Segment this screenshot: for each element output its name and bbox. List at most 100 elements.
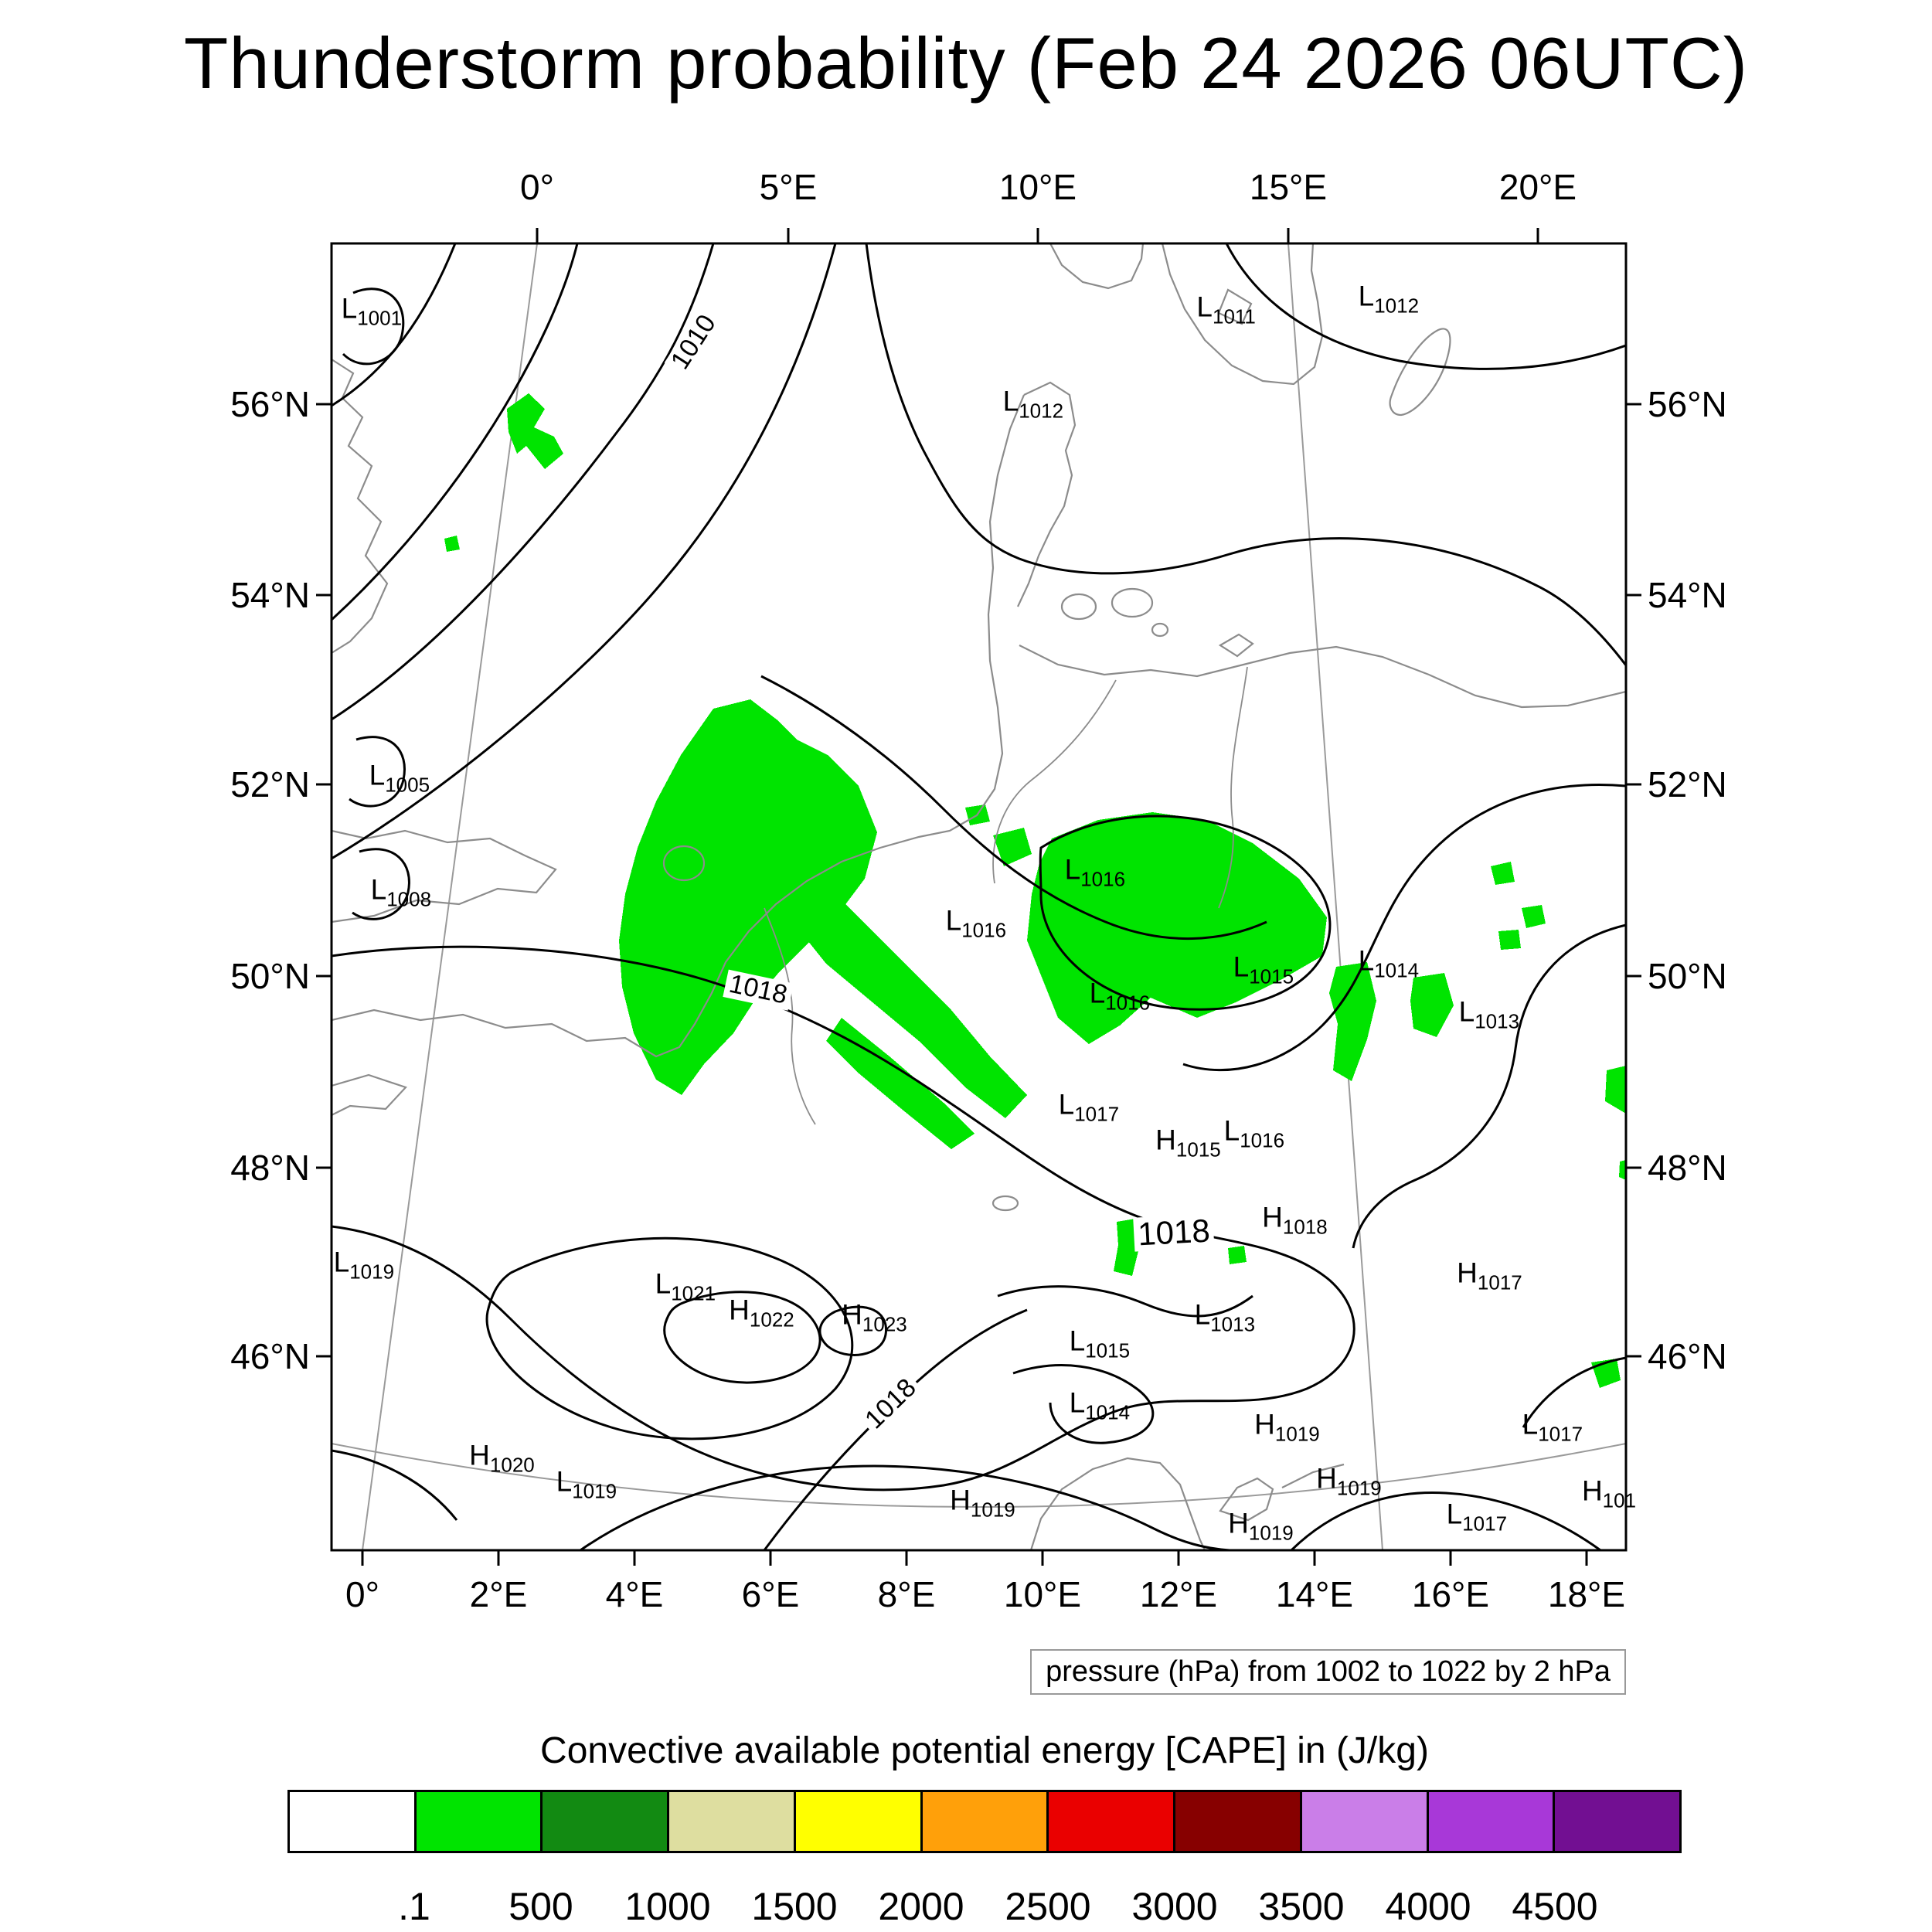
isobar-path bbox=[997, 1285, 1253, 1318]
legend-tick-label: 500 bbox=[509, 1885, 573, 1928]
coastline-path bbox=[1029, 1457, 1206, 1550]
pressure-center-label: H1019 bbox=[950, 1484, 1015, 1522]
coastline-path bbox=[1218, 666, 1248, 909]
cape-area bbox=[1410, 973, 1454, 1037]
pressure-center-label: L1016 bbox=[1064, 853, 1126, 891]
legend-tick-label: 2500 bbox=[1005, 1885, 1091, 1928]
isobar-path bbox=[1039, 815, 1332, 1011]
pressure-center-label: L1014 bbox=[1358, 944, 1420, 982]
pressure-center-label: L1016 bbox=[1223, 1114, 1285, 1152]
cape-area bbox=[826, 1018, 975, 1149]
isobar-path bbox=[818, 1305, 888, 1356]
axis-label-lat-left: 54°N bbox=[230, 575, 310, 615]
axis-label-lon-bottom: 10°E bbox=[1003, 1574, 1082, 1614]
axis-label-lon-bottom: 0° bbox=[345, 1574, 379, 1614]
legend-color-cell bbox=[793, 1792, 920, 1851]
legend-color-cell bbox=[413, 1792, 541, 1851]
coastline-path bbox=[1281, 1463, 1345, 1488]
axis-label-lat-left: 50°N bbox=[230, 956, 310, 996]
axis-label-lon-top: 20°E bbox=[1498, 167, 1577, 207]
axis-label-lat-right: 50°N bbox=[1648, 956, 1727, 996]
pressure-center-label: L1017 bbox=[1446, 1498, 1508, 1536]
legend-color-cell bbox=[1173, 1792, 1300, 1851]
map-frame bbox=[330, 242, 1628, 1552]
legend-tick-label: 4000 bbox=[1385, 1885, 1471, 1928]
cape-area bbox=[1619, 1160, 1626, 1180]
pressure-center-label: L1005 bbox=[369, 759, 430, 797]
coastline-path bbox=[332, 1073, 407, 1116]
coastline-path bbox=[662, 845, 706, 882]
cape-area bbox=[780, 863, 1027, 1118]
legend-tick-label: 3000 bbox=[1131, 1885, 1218, 1928]
map-svg bbox=[316, 228, 1641, 1566]
pressure-center-label: L1019 bbox=[556, 1465, 617, 1503]
isobar-path bbox=[1182, 783, 1626, 1072]
pressure-center-label: L1012 bbox=[1002, 385, 1064, 423]
isobar-path bbox=[1225, 243, 1626, 370]
cape-area bbox=[1498, 930, 1521, 950]
contour-label: 1018 bbox=[1133, 1213, 1215, 1252]
pressure-center-label: L1008 bbox=[370, 873, 432, 911]
pressure-center-label: H1018 bbox=[1262, 1201, 1328, 1239]
coastline-path bbox=[1161, 243, 1324, 386]
coastline-path bbox=[1218, 633, 1254, 658]
coastlines bbox=[332, 243, 1626, 1550]
pressure-center-label: H1019 bbox=[1316, 1462, 1382, 1500]
axis-label-lon-bottom: 4°E bbox=[605, 1574, 664, 1614]
isobar-path bbox=[760, 675, 1267, 940]
axis-label-lon-top: 0° bbox=[520, 167, 554, 207]
legend-tick-label: 2000 bbox=[878, 1885, 964, 1928]
coastline-path bbox=[1389, 328, 1451, 417]
isobar-path bbox=[332, 1449, 458, 1521]
legend-color-cell bbox=[1299, 1792, 1427, 1851]
legend-tick-label: .1 bbox=[398, 1885, 430, 1928]
pressure-center-label: L1012 bbox=[1358, 280, 1420, 318]
coastline-path bbox=[1151, 622, 1169, 638]
pressure-center-label: H101 bbox=[1581, 1475, 1637, 1512]
pressure-center-label: L1001 bbox=[341, 292, 403, 330]
cape-area bbox=[1329, 962, 1376, 1081]
cape-area bbox=[444, 536, 460, 552]
legend-tick-label: 1500 bbox=[751, 1885, 838, 1928]
pressure-caption: pressure (hPa) from 1002 to 1022 by 2 hP… bbox=[1030, 1649, 1626, 1695]
isobar-path bbox=[1012, 1364, 1155, 1444]
axis-label-lat-right: 54°N bbox=[1648, 575, 1727, 615]
pressure-center-label: L1015 bbox=[1069, 1325, 1131, 1362]
coastline-path bbox=[332, 394, 1026, 1058]
axis-label-lon-bottom: 6°E bbox=[741, 1574, 800, 1614]
axis-label-lat-right: 48°N bbox=[1648, 1148, 1727, 1188]
legend-tick-label: 4500 bbox=[1512, 1885, 1598, 1928]
cape-area bbox=[1605, 1066, 1626, 1114]
legend-color-cell bbox=[540, 1792, 668, 1851]
pressure-center-label: H1019 bbox=[1228, 1507, 1294, 1545]
isobar-path bbox=[865, 243, 1626, 666]
coastline-path bbox=[992, 1195, 1019, 1212]
isobar-path bbox=[349, 736, 406, 808]
coastline-path bbox=[1060, 593, 1097, 621]
pressure-center-label: H1020 bbox=[469, 1439, 535, 1477]
axis-label-lat-left: 48°N bbox=[230, 1148, 310, 1188]
pressure-center-label: L1016 bbox=[1089, 977, 1151, 1015]
coastline-path bbox=[992, 679, 1117, 884]
pressure-center-label: H1017 bbox=[1457, 1257, 1522, 1294]
coastline-path bbox=[332, 829, 557, 923]
axis-label-lon-bottom: 14°E bbox=[1275, 1574, 1354, 1614]
legend-tick-label: 1000 bbox=[624, 1885, 711, 1928]
cape-area bbox=[1228, 1246, 1247, 1264]
pressure-center-label: L1021 bbox=[655, 1267, 716, 1305]
pressure-center-label: L1011 bbox=[1196, 291, 1256, 328]
coastline-path bbox=[1019, 645, 1626, 709]
axis-label-lon-bottom: 16°E bbox=[1411, 1574, 1490, 1614]
legend-color-cell bbox=[290, 1792, 414, 1851]
coastline-path bbox=[1217, 288, 1253, 325]
graticule-lines bbox=[332, 243, 1626, 1550]
isobar-path bbox=[332, 243, 715, 721]
cape-area bbox=[619, 699, 877, 1095]
isobar-path bbox=[332, 243, 837, 860]
cape-area bbox=[1114, 1219, 1139, 1276]
graticule-line bbox=[1287, 243, 1383, 1550]
coastline-path bbox=[1111, 587, 1154, 618]
isobar-path bbox=[1522, 1356, 1626, 1428]
cape-area bbox=[507, 393, 563, 469]
